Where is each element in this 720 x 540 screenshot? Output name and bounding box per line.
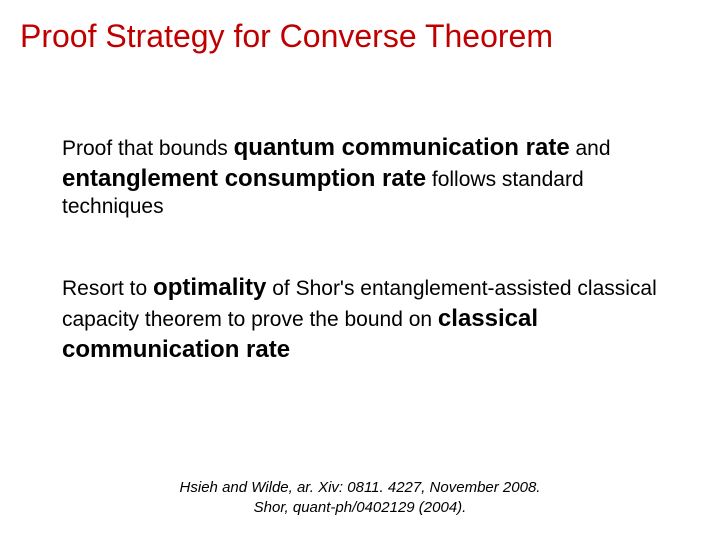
p1-text-1: Proof that bounds <box>62 137 234 160</box>
p1-text-2: and <box>570 137 611 160</box>
paragraph-1: Proof that bounds quantum communication … <box>62 133 658 221</box>
p2-text-1: Resort to <box>62 277 153 300</box>
paragraph-2: Resort to optimality of Shor's entanglem… <box>62 273 658 365</box>
p1-bold-1: quantum communication rate <box>234 134 570 161</box>
p1-bold-2: entanglement consumption rate <box>62 165 426 192</box>
slide-title: Proof Strategy for Converse Theorem <box>0 0 720 55</box>
slide-body: Proof that bounds quantum communication … <box>0 55 720 365</box>
citation-1: Hsieh and Wilde, ar. Xiv: 0811. 4227, No… <box>0 478 720 498</box>
citations: Hsieh and Wilde, ar. Xiv: 0811. 4227, No… <box>0 478 720 519</box>
citation-2: Shor, quant-ph/0402129 (2004). <box>0 498 720 518</box>
p2-bold-1: optimality <box>153 274 266 301</box>
